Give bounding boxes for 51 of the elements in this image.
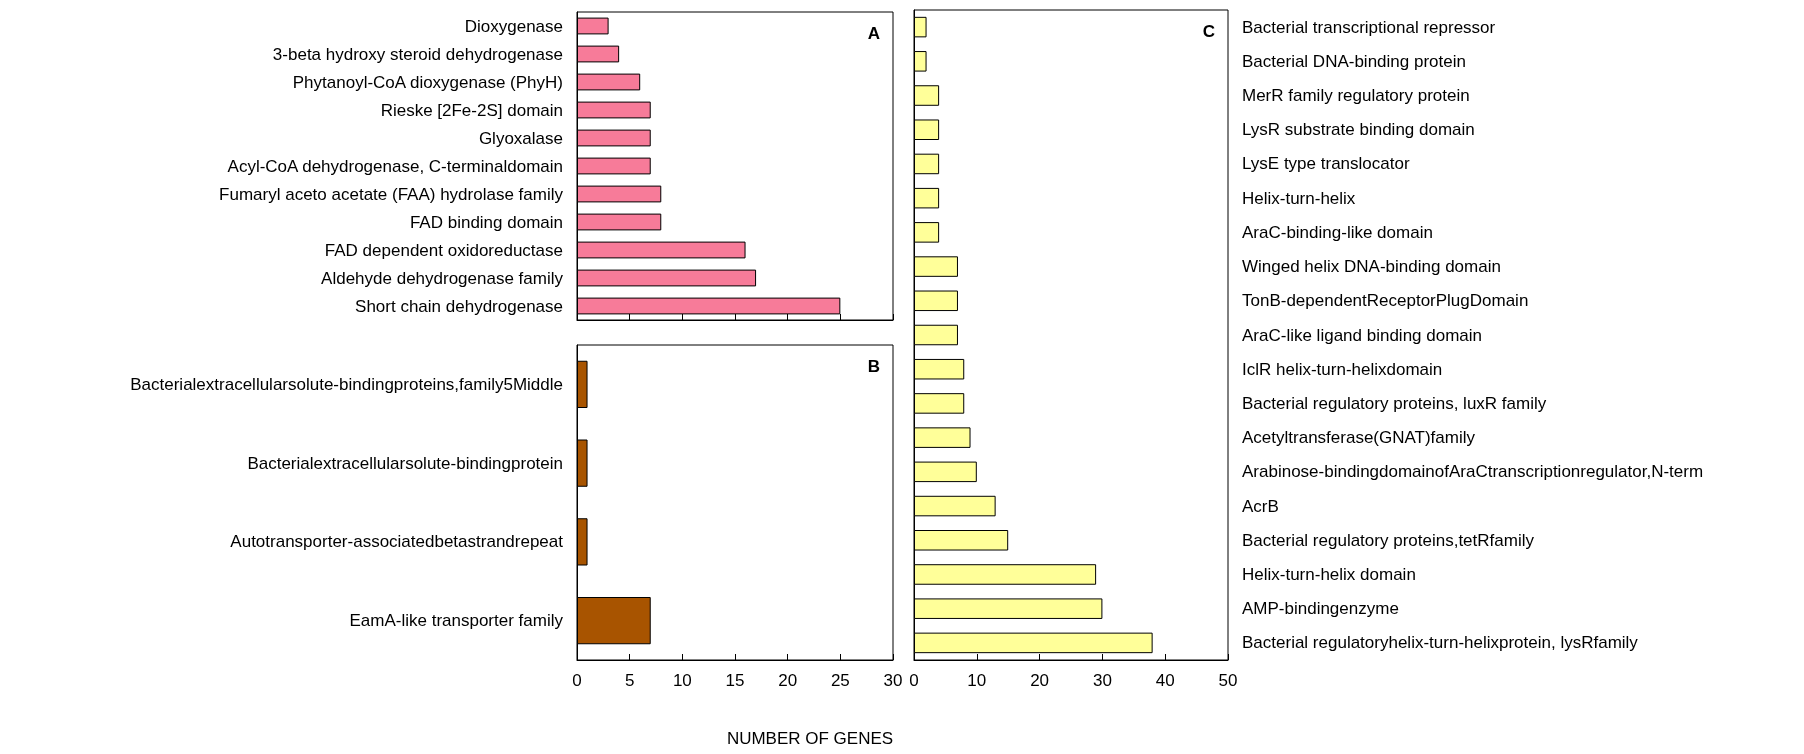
y-tick-label: AMP-bindingenzyme (1242, 599, 1399, 619)
x-tick-label: 25 (830, 671, 850, 690)
y-tick-label: Bacterialextracellularsolute-bindingproteins,family5Middle (130, 374, 563, 394)
y-tick-label: Phytanoyl-CoA dioxygenase (PhyH) (292, 72, 563, 92)
y-tick-label: AraC-like ligand binding domain (1242, 325, 1483, 345)
x-tick-label: 0 (572, 671, 582, 690)
y-tick-label: Rieske [2Fe-2S] domain (380, 100, 563, 120)
y-tick-label: Acetyltransferase(GNAT)family (1242, 428, 1476, 448)
y-tick-label: AcrB (1242, 496, 1279, 516)
y-tick-label: Dioxygenase (464, 16, 563, 36)
y-tick-label: Winged helix DNA-binding domain (1242, 257, 1501, 277)
y-tick-label: EamA-like transporter family (349, 611, 564, 631)
x-tick-label: 15 (725, 671, 745, 690)
y-tick-label: TonB-dependentReceptorPlugDomain (1242, 291, 1529, 311)
x-tick-label: 0 (909, 671, 919, 690)
x-axis-title: NUMBER OF GENES (726, 729, 894, 748)
y-tick-label: Fumaryl aceto acetate (FAA) hydrolase family (219, 184, 564, 204)
y-tick-label: Bacterial regulatoryhelix-turn-helixprotein, lysRfamily (1242, 633, 1639, 653)
y-tick-label: 3-beta hydroxy steroid dehydrogenase (272, 44, 563, 64)
x-tick-label: 50 (1218, 671, 1238, 690)
x-tick-label: 20 (778, 671, 798, 690)
y-tick-label: Bacterial regulatory proteins,tetRfamily (1242, 530, 1535, 550)
x-tick-label: 30 (883, 671, 903, 690)
y-tick-label: Glyoxalase (478, 128, 563, 148)
y-tick-label: Bacterialextracellularsolute-bindingprotein (247, 453, 563, 473)
x-tick-label: 10 (672, 671, 692, 690)
y-tick-label: Arabinose-bindingdomainofAraCtranscriptionregulator,N-term (1242, 462, 1704, 482)
y-tick-label: Helix-turn-helix (1242, 188, 1356, 208)
x-tick-label: 5 (624, 671, 635, 690)
y-tick-label: FAD dependent oxidoreductase (324, 240, 563, 260)
y-tick-label: MerR family regulatory protein (1242, 86, 1470, 106)
y-tick-label: Short chain dehydrogenase (355, 296, 563, 316)
text: C (1202, 22, 1215, 41)
y-tick-label: Bacterial transcriptional repressor (1242, 17, 1496, 37)
y-tick-label: LysR substrate binding domain (1242, 120, 1475, 140)
text: A (867, 24, 880, 43)
x-tick-label: 40 (1155, 671, 1175, 690)
text: B (867, 357, 880, 376)
y-tick-label: Autotransporter-associatedbetastrandrepeat (230, 532, 564, 552)
x-tick-label: 30 (1092, 671, 1112, 690)
y-tick-label: Bacterial regulatory proteins, luxR family (1242, 393, 1547, 413)
y-tick-label: LysE type translocator (1242, 154, 1410, 174)
y-tick-label: Bacterial DNA-binding protein (1242, 51, 1466, 71)
y-tick-label: Helix-turn-helix domain (1242, 564, 1416, 584)
x-tick-label: 10 (967, 671, 987, 690)
y-tick-label: Aldehyde dehydrogenase family (321, 268, 564, 288)
y-tick-label: AraC-binding-like domain (1242, 222, 1433, 242)
x-tick-label: 20 (1030, 671, 1050, 690)
y-tick-label: Acyl-CoA dehydrogenase, C-terminaldomain (227, 156, 563, 176)
y-tick-label: IclR helix-turn-helixdomain (1242, 359, 1443, 379)
y-tick-label: FAD binding domain (409, 212, 563, 232)
